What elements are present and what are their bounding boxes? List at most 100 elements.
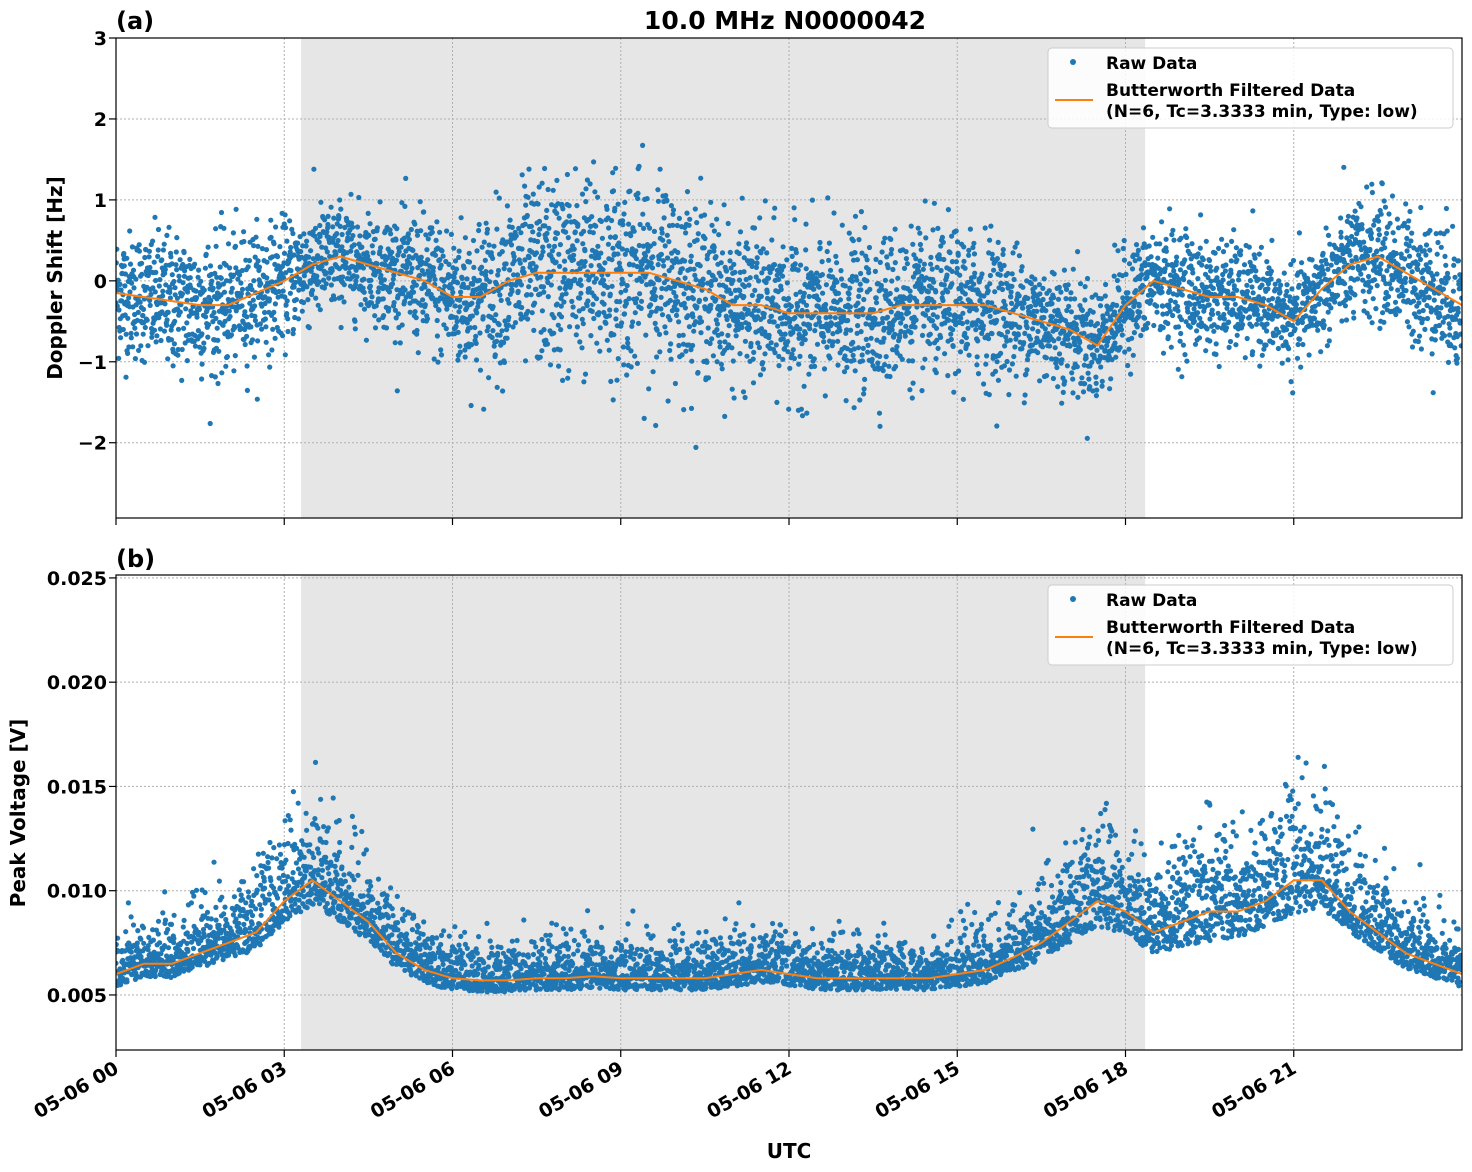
raw-data-point — [1157, 241, 1163, 247]
raw-data-point — [1022, 330, 1028, 336]
raw-data-point — [816, 319, 823, 325]
raw-data-point — [626, 296, 632, 302]
raw-data-point — [946, 317, 952, 323]
raw-data-point — [1268, 276, 1274, 282]
raw-data-point — [718, 260, 724, 266]
raw-data-point — [919, 273, 925, 279]
raw-data-point — [963, 335, 970, 341]
raw-data-point — [1079, 307, 1085, 313]
raw-data-point — [438, 352, 445, 358]
raw-data-point — [713, 317, 719, 323]
raw-data-point — [700, 281, 706, 287]
raw-data-point — [1025, 295, 1031, 301]
raw-data-point — [469, 313, 475, 319]
raw-data-point — [1169, 232, 1175, 238]
raw-data-point — [881, 335, 887, 341]
raw-data-point — [341, 299, 347, 305]
raw-data-point — [212, 270, 218, 276]
raw-data-point — [620, 222, 626, 228]
raw-data-point — [283, 225, 289, 231]
raw-data-point — [716, 312, 722, 318]
raw-data-point — [714, 327, 720, 333]
raw-data-point — [147, 297, 153, 303]
raw-data-point — [1409, 269, 1415, 275]
raw-data-point — [436, 307, 442, 313]
raw-data-point — [771, 319, 777, 325]
raw-data-point — [1324, 261, 1330, 267]
raw-data-point — [730, 358, 736, 364]
raw-data-point — [1167, 308, 1173, 314]
raw-data-point — [858, 329, 864, 335]
raw-data-point — [1250, 290, 1256, 296]
raw-data-point — [959, 339, 965, 345]
raw-data-point — [954, 265, 960, 271]
raw-data-point — [1177, 338, 1183, 344]
raw-data-point — [1077, 347, 1083, 353]
raw-data-point — [736, 277, 743, 283]
raw-data-point — [314, 273, 320, 279]
raw-data-point — [653, 422, 659, 429]
raw-data-point — [746, 325, 753, 331]
raw-data-point — [1209, 307, 1215, 313]
raw-data-point — [516, 299, 522, 306]
raw-data-point — [1320, 250, 1326, 256]
raw-data-point — [231, 272, 237, 278]
raw-data-point — [142, 254, 148, 261]
raw-data-point — [392, 340, 398, 346]
raw-data-point — [569, 298, 575, 304]
raw-data-point — [407, 309, 413, 315]
raw-data-point — [174, 295, 180, 301]
raw-data-point — [1418, 346, 1424, 352]
raw-data-point — [851, 405, 857, 411]
raw-data-point — [642, 253, 649, 259]
raw-data-point — [737, 288, 743, 294]
raw-data-point — [262, 309, 268, 316]
raw-data-point — [940, 239, 946, 245]
raw-data-point — [962, 330, 968, 336]
raw-data-point — [130, 344, 136, 350]
raw-data-point — [670, 207, 677, 213]
raw-data-point — [1257, 363, 1263, 369]
raw-data-point — [676, 342, 682, 349]
raw-data-point — [1441, 298, 1447, 304]
raw-data-point — [1190, 270, 1196, 276]
raw-data-point — [473, 340, 479, 346]
raw-data-point — [537, 354, 543, 360]
raw-data-point — [823, 307, 829, 313]
raw-data-point — [173, 249, 179, 255]
raw-data-point — [1440, 286, 1446, 292]
raw-data-point — [660, 237, 666, 243]
raw-data-point — [656, 331, 663, 337]
raw-data-point — [1232, 301, 1238, 307]
raw-data-point — [122, 271, 128, 277]
raw-data-point — [1165, 320, 1171, 327]
raw-data-point — [487, 279, 493, 285]
raw-data-point — [1070, 390, 1076, 396]
raw-data-point — [628, 364, 634, 370]
raw-data-point — [1417, 256, 1424, 263]
raw-data-point — [151, 259, 157, 265]
raw-data-point — [1103, 281, 1109, 288]
raw-data-point — [594, 340, 600, 346]
raw-data-point — [431, 356, 437, 362]
raw-data-point — [948, 331, 954, 337]
raw-data-point — [611, 332, 617, 338]
raw-data-point — [869, 356, 875, 362]
raw-data-point — [1216, 363, 1222, 370]
raw-data-point — [1317, 296, 1323, 303]
raw-data-point — [771, 215, 777, 221]
raw-data-point — [1145, 292, 1151, 298]
raw-data-point — [1214, 301, 1220, 307]
raw-data-point — [912, 324, 918, 330]
raw-data-point — [960, 396, 967, 402]
raw-data-point — [414, 232, 421, 238]
raw-data-point — [940, 298, 946, 304]
raw-data-point — [1030, 326, 1036, 332]
raw-data-point — [973, 322, 979, 328]
raw-data-point — [1212, 250, 1218, 256]
raw-data-point — [1176, 280, 1182, 286]
raw-data-point — [393, 237, 399, 243]
raw-data-point — [452, 258, 459, 264]
raw-data-point — [152, 214, 158, 220]
raw-data-point — [521, 269, 527, 275]
